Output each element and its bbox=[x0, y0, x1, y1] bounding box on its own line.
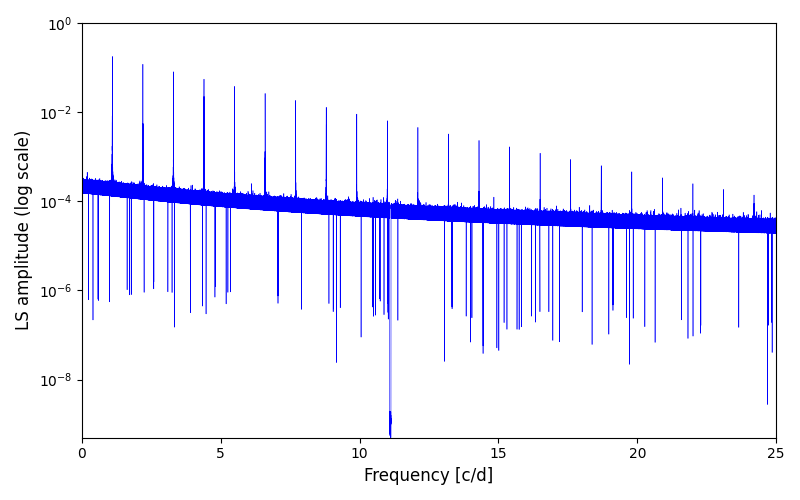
X-axis label: Frequency [c/d]: Frequency [c/d] bbox=[364, 467, 494, 485]
Y-axis label: LS amplitude (log scale): LS amplitude (log scale) bbox=[15, 130, 33, 330]
